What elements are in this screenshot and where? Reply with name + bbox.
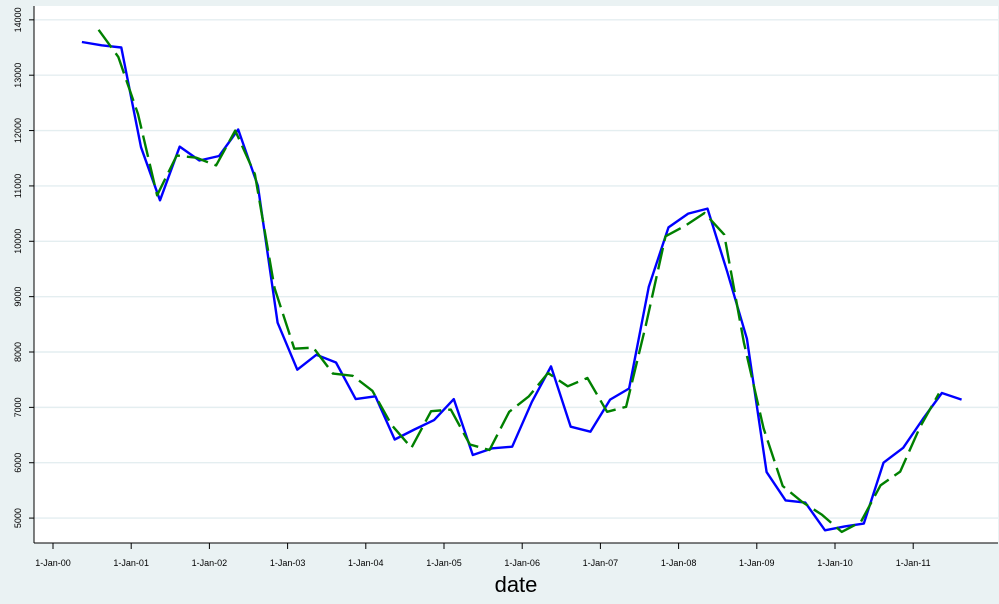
x-tick-label: 1-Jan-05 — [426, 558, 462, 568]
x-tick-label: 1-Jan-10 — [817, 558, 853, 568]
y-tick-label: 14000 — [13, 7, 23, 32]
series-line-2 — [97, 29, 940, 534]
x-axis-title: date — [495, 572, 538, 597]
y-tick-label: 10000 — [13, 229, 23, 254]
y-tick-label: 5000 — [13, 508, 23, 528]
y-tick-label: 9000 — [13, 287, 23, 307]
y-tick-label: 6000 — [13, 453, 23, 473]
x-tick-label: 1-Jan-00 — [35, 558, 71, 568]
x-tick-label: 1-Jan-07 — [583, 558, 619, 568]
y-tick-label: 7000 — [13, 397, 23, 417]
gridlines — [34, 19, 998, 519]
plot-area — [34, 6, 998, 543]
x-tick-label: 1-Jan-04 — [348, 558, 384, 568]
y-tick-label: 13000 — [13, 63, 23, 88]
x-tick-label: 1-Jan-02 — [192, 558, 228, 568]
x-tick-label: 1-Jan-01 — [113, 558, 149, 568]
series-line-1 — [81, 40, 962, 532]
series-layer — [81, 29, 962, 534]
y-tick-label: 12000 — [13, 118, 23, 143]
x-tick-label: 1-Jan-11 — [896, 558, 931, 568]
x-tick-label: 1-Jan-08 — [661, 558, 697, 568]
y-axis: 5000 6000 7000 8000 9000 10000 11000 12000 13000… — [13, 6, 35, 543]
x-tick-label: 1-Jan-06 — [504, 558, 540, 568]
x-axis: 1-Jan-00 1-Jan-01 1-Jan-02 1-Jan-03 1-Jan-04… — [34, 542, 998, 568]
x-tick-label: 1-Jan-03 — [270, 558, 306, 568]
y-tick-label: 11000 — [13, 174, 23, 198]
y-tick-label: 8000 — [13, 342, 23, 362]
x-tick-label: 1-Jan-09 — [739, 558, 775, 568]
